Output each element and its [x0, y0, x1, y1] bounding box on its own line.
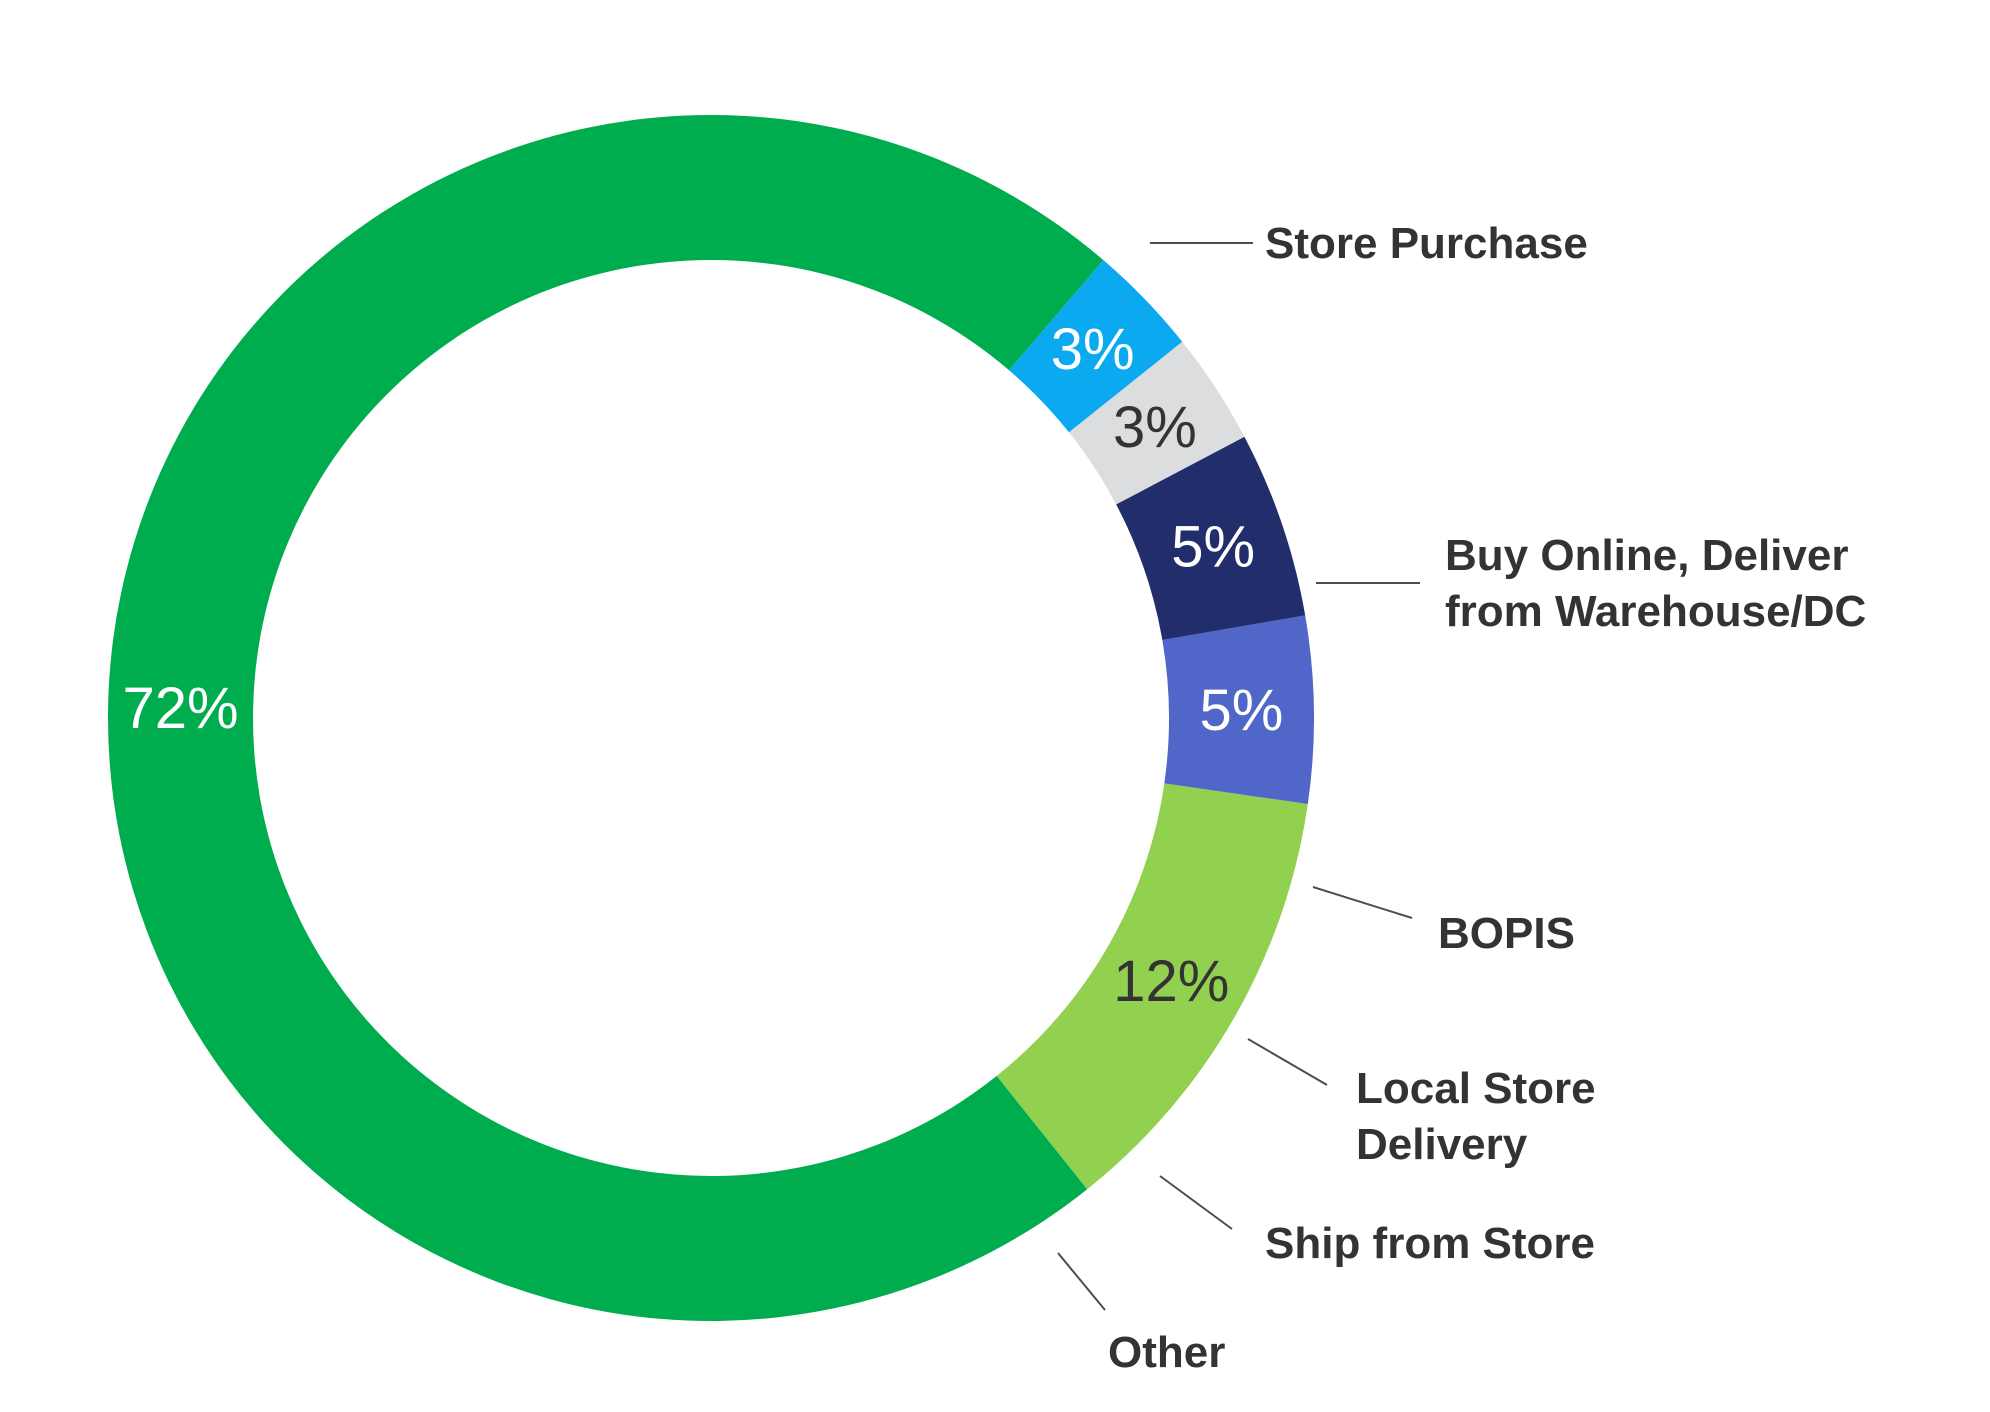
category-label-line: BOPIS [1438, 909, 1575, 958]
value-label-ship-from-store: 3% [1113, 395, 1197, 460]
leader-line-bopis [1312, 886, 1413, 919]
category-labels-layer: Store Purchase Buy Online, Deliver from Wa… [1108, 219, 1866, 1377]
category-label-ship-from-store: Ship from Store [1265, 1219, 1595, 1268]
value-label-bopis: 5% [1200, 678, 1284, 743]
slice-local-store-delivery [1116, 436, 1306, 641]
value-labels-layer: 72% 12% 5% 5% 3% 3% [123, 317, 1284, 1014]
category-label-line: Buy Online, Deliver [1445, 531, 1848, 580]
value-label-buy-online-deliver-from-warehouse-dc: 12% [1113, 949, 1229, 1014]
slice-buy-online-deliver-from-warehouse-dc [996, 783, 1308, 1190]
category-label-line: Delivery [1356, 1120, 1528, 1169]
category-label-line: Ship from Store [1265, 1219, 1595, 1268]
category-label-bopis: BOPIS [1438, 909, 1575, 958]
value-label-local-store-delivery: 5% [1171, 515, 1255, 580]
slices-layer [107, 114, 1314, 1322]
leader-line-other [1057, 1252, 1106, 1311]
category-label-line: Local Store [1356, 1064, 1596, 1113]
slice-ship-from-store [1068, 341, 1245, 505]
value-label-other: 3% [1051, 317, 1135, 382]
leader-line-ship-from-store [1159, 1175, 1233, 1230]
category-label-buy-online-deliver-from-warehouse-dc: Buy Online, Deliver from Warehouse/DC [1445, 531, 1866, 636]
slice-other [1009, 260, 1183, 433]
leader-line-local-store-delivery [1247, 1038, 1328, 1086]
category-label-other: Other [1108, 1328, 1225, 1377]
category-label-line: Other [1108, 1328, 1225, 1377]
slice-store-purchase [107, 114, 1104, 1322]
category-label-local-store-delivery: Local Store Delivery [1356, 1064, 1596, 1169]
slice-bopis [1162, 615, 1314, 805]
category-label-line: Store Purchase [1265, 219, 1588, 268]
category-label-store-purchase: Store Purchase [1265, 219, 1588, 268]
leaders-layer [1057, 242, 1420, 1311]
category-label-line: from Warehouse/DC [1445, 587, 1866, 636]
value-label-store-purchase: 72% [123, 676, 239, 741]
